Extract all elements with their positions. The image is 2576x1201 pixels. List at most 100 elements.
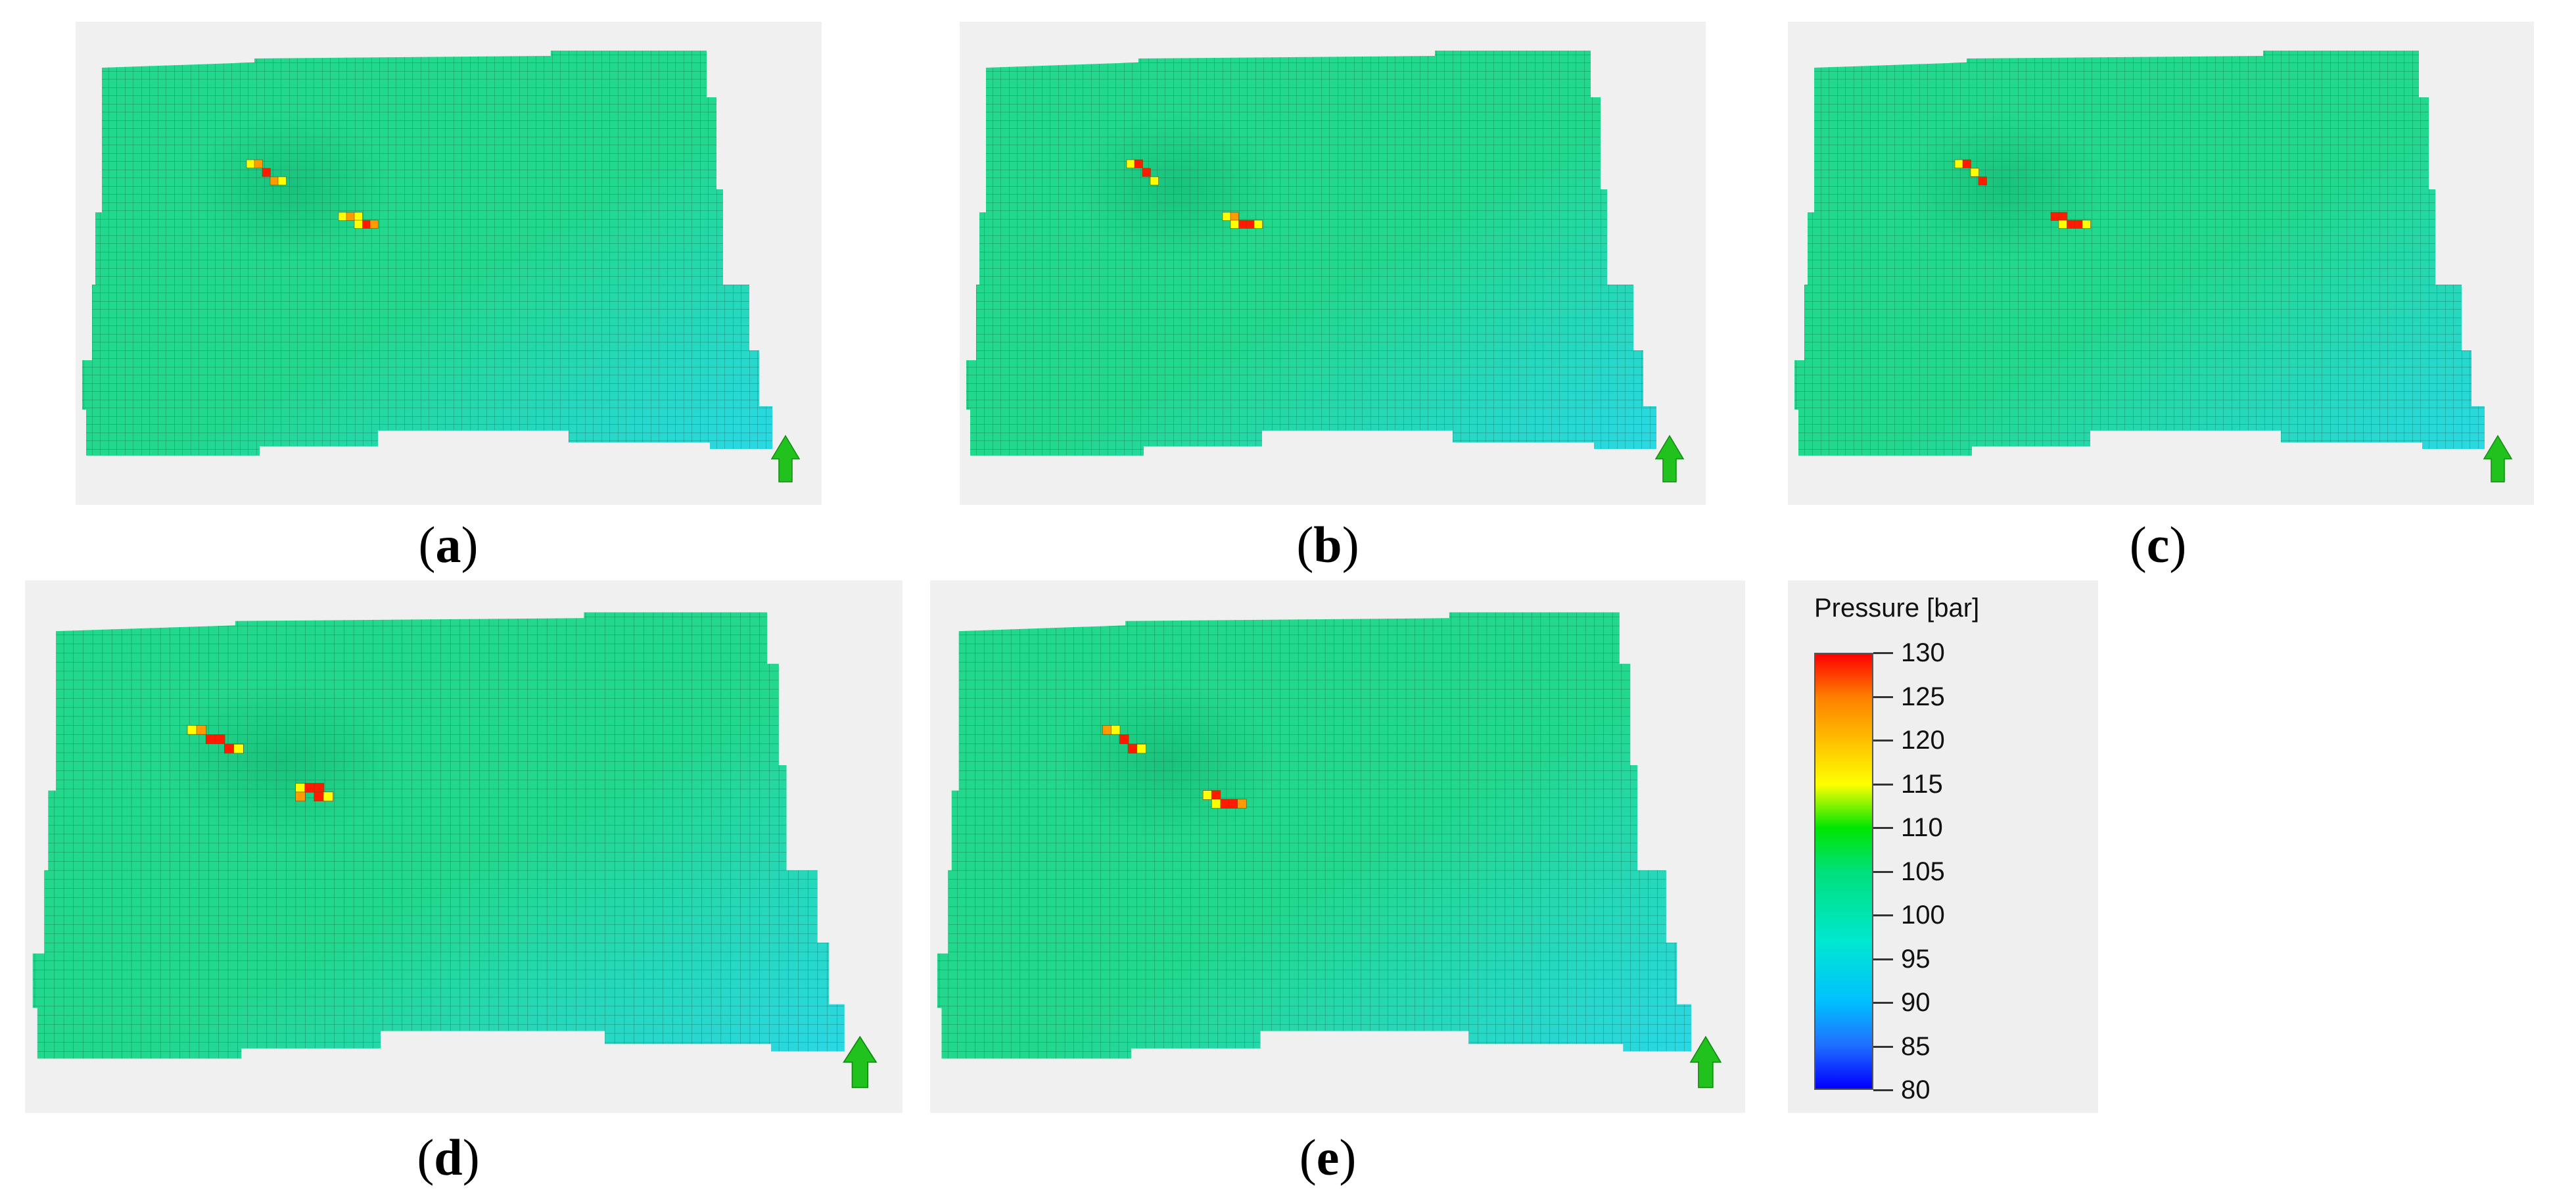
- legend-tick-label: 90: [1901, 988, 1931, 1017]
- legend-tick-mark: [1873, 870, 1893, 873]
- high-pressure-cell: [314, 783, 324, 793]
- legend-tick-mark: [1873, 1089, 1893, 1091]
- high-pressure-cell: [2066, 220, 2075, 229]
- panel-c: [1788, 22, 2534, 505]
- high-pressure-cell: [1230, 212, 1239, 221]
- high-pressure-cell: [269, 176, 279, 185]
- legend-tick-mark: [1873, 740, 1893, 742]
- high-pressure-cell: [323, 791, 334, 801]
- high-pressure-cell: [304, 783, 315, 793]
- legend-tick-mark: [1873, 914, 1893, 916]
- reservoir-grid-e: [937, 612, 1722, 1089]
- high-pressure-cell: [369, 220, 379, 229]
- high-pressure-cell: [346, 212, 355, 221]
- grid-lines: [82, 51, 772, 456]
- legend-tick-mark: [1873, 827, 1893, 829]
- high-pressure-cell: [1128, 743, 1138, 754]
- high-pressure-cell: [338, 212, 347, 221]
- high-pressure-cell: [1237, 799, 1247, 809]
- panel-e: [930, 580, 1745, 1113]
- high-pressure-cell: [1102, 725, 1112, 735]
- high-pressure-cell: [1230, 220, 1239, 229]
- panel-a: [76, 22, 822, 505]
- reservoir-grid-c: [1794, 51, 2513, 483]
- panel-caption-b: (b): [1296, 516, 1359, 573]
- high-pressure-cell: [1142, 168, 1151, 177]
- legend-tick-mark: [1873, 652, 1893, 654]
- legend-colorbar: [1814, 653, 1873, 1090]
- reservoir-grid-a: [82, 51, 801, 483]
- legend-tick-label: 95: [1901, 944, 1931, 974]
- high-pressure-cell: [246, 159, 255, 168]
- legend-tick-label: 130: [1901, 638, 1945, 667]
- high-pressure-cell: [2082, 220, 2091, 229]
- high-pressure-cell: [1238, 220, 1247, 229]
- high-pressure-cell: [1954, 159, 1963, 168]
- legend-tick-label: 100: [1901, 901, 1945, 930]
- high-pressure-cell: [2058, 220, 2067, 229]
- reservoir-grid-d: [32, 612, 878, 1089]
- north-arrow-icon: [843, 1035, 878, 1089]
- legend-tick-label: 80: [1901, 1075, 1931, 1104]
- high-pressure-cell: [1222, 212, 1231, 221]
- panel-caption-d: (d): [417, 1129, 480, 1186]
- high-pressure-cell: [295, 783, 306, 793]
- high-pressure-cell: [2058, 212, 2067, 221]
- high-pressure-cell: [1126, 159, 1135, 168]
- legend-tick-label: 85: [1901, 1031, 1931, 1061]
- north-arrow-icon: [770, 435, 801, 483]
- north-arrow-icon: [1689, 1035, 1722, 1089]
- legend-tick-label: 105: [1901, 857, 1945, 886]
- grid-lines: [966, 51, 1656, 456]
- high-pressure-cell: [1246, 220, 1255, 229]
- high-pressure-cell: [233, 743, 244, 754]
- legend-tick-mark: [1873, 783, 1893, 786]
- legend-tick-label: 125: [1901, 682, 1945, 711]
- legend-tick-mark: [1873, 695, 1893, 698]
- high-pressure-cell: [1211, 790, 1221, 800]
- legend-tick-mark: [1873, 958, 1893, 960]
- high-pressure-cell: [277, 176, 287, 185]
- grid-lines: [1794, 51, 2485, 456]
- high-pressure-cell: [1978, 176, 1987, 185]
- grid-lines: [32, 612, 845, 1059]
- high-pressure-cell: [1220, 799, 1230, 809]
- legend-tick-mark: [1873, 1002, 1893, 1004]
- high-pressure-cell: [1970, 168, 1979, 177]
- high-pressure-cell: [1253, 220, 1263, 229]
- high-pressure-cell: [262, 168, 271, 177]
- legend-tick-label: 110: [1901, 813, 1943, 842]
- high-pressure-cell: [1134, 159, 1143, 168]
- panel-b: [960, 22, 1706, 505]
- high-pressure-cell: [196, 725, 207, 735]
- high-pressure-cell: [1110, 725, 1121, 735]
- high-pressure-cell: [314, 791, 324, 801]
- high-pressure-cell: [354, 220, 363, 229]
- panel-d: [25, 580, 902, 1113]
- high-pressure-cell: [205, 734, 216, 744]
- high-pressure-cell: [354, 212, 363, 221]
- high-pressure-cell: [187, 725, 198, 735]
- high-pressure-cell: [224, 743, 235, 754]
- north-arrow-icon: [2483, 435, 2513, 483]
- high-pressure-cell: [214, 734, 225, 744]
- high-pressure-cell: [1211, 799, 1221, 809]
- high-pressure-cell: [1136, 743, 1146, 754]
- panel-caption-c: (c): [2129, 516, 2187, 573]
- legend-tick-label: 120: [1901, 726, 1945, 755]
- pressure-legend: Pressure [bar] 130 125 120 115 110 105 100 95 90…: [1788, 580, 2098, 1113]
- panel-caption-e: (e): [1299, 1129, 1357, 1186]
- high-pressure-cell: [362, 220, 371, 229]
- high-pressure-cell: [1119, 734, 1129, 744]
- grid-lines: [937, 612, 1692, 1059]
- high-pressure-cell: [2074, 220, 2083, 229]
- high-pressure-cell: [2050, 212, 2059, 221]
- reservoir-grid-b: [966, 51, 1685, 483]
- legend-tick-mark: [1873, 1045, 1893, 1048]
- high-pressure-cell: [1150, 176, 1159, 185]
- north-arrow-icon: [1654, 435, 1685, 483]
- high-pressure-cell: [1229, 799, 1238, 809]
- high-pressure-cell: [1202, 790, 1213, 800]
- legend-tick-label: 115: [1901, 769, 1943, 799]
- legend-title: Pressure [bar]: [1814, 594, 1980, 623]
